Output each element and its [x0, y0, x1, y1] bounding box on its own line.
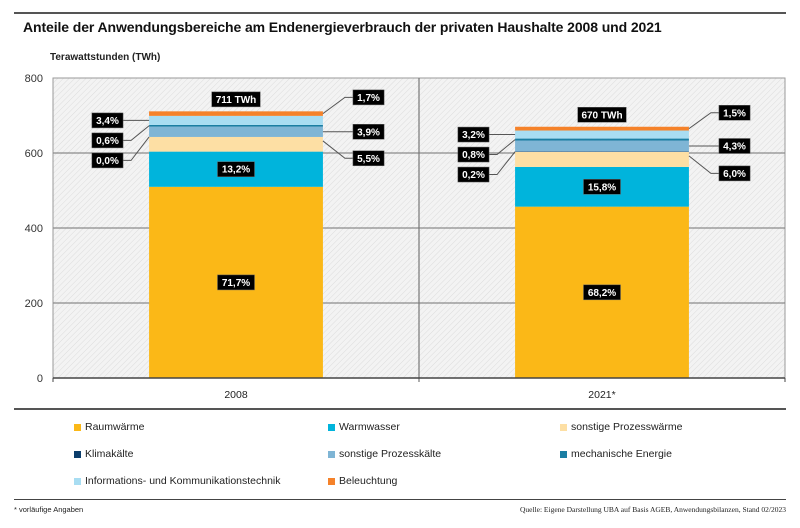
- y-tick-label: 600: [25, 148, 43, 160]
- data-label: 3,9%: [357, 127, 380, 138]
- bar-segment: [149, 124, 323, 127]
- legend-swatch: [74, 423, 81, 431]
- data-label: 3,4%: [96, 116, 119, 127]
- leader-line: [688, 155, 719, 174]
- y-tick-label: 400: [25, 223, 43, 235]
- legend-item: mechanische Energie: [560, 448, 672, 460]
- bottom-rule: [14, 499, 786, 500]
- y-tick-label: 0: [37, 373, 43, 385]
- bar-segment: [515, 126, 689, 131]
- legend-label: Klimakälte: [85, 448, 134, 460]
- data-label: 71,7%: [222, 278, 250, 289]
- data-label-bg: [352, 89, 385, 106]
- legend-label: sonstige Prozesskälte: [339, 448, 442, 460]
- bar-segment: [515, 130, 689, 139]
- data-label-bg: [457, 166, 490, 183]
- y-tick-label: 800: [25, 73, 43, 85]
- data-label-bg: [91, 152, 124, 169]
- data-label: 13,2%: [222, 165, 250, 176]
- legend-swatch: [74, 477, 81, 485]
- legend-label: Raumwärme: [85, 421, 145, 433]
- bar-segment: [149, 111, 323, 116]
- legend-top-rule: [14, 408, 786, 410]
- data-label: 3,2%: [462, 130, 485, 141]
- bar-segment: [515, 140, 689, 152]
- legend-label: mechanische Energie: [571, 448, 672, 460]
- legend-item: Raumwärme: [74, 421, 145, 433]
- legend-swatch: [328, 477, 335, 485]
- data-label-bg: [718, 165, 751, 182]
- data-label-bg: [583, 179, 621, 195]
- data-label-bg: [718, 105, 751, 121]
- chart-title: Anteile der Anwendungsbereiche am Endene…: [23, 19, 662, 35]
- data-label-bg: [457, 126, 490, 143]
- data-label: 0,0%: [96, 156, 119, 167]
- legend-item: Beleuchtung: [328, 475, 397, 487]
- source-note: Quelle: Eigene Darstellung UBA auf Basis…: [519, 505, 786, 514]
- legend-swatch: [328, 423, 335, 431]
- legend-swatch: [328, 450, 335, 458]
- leader-line: [123, 125, 150, 141]
- leader-line: [688, 112, 719, 130]
- legend-item: sonstige Prozesswärme: [560, 421, 682, 433]
- data-label: 1,5%: [723, 108, 746, 119]
- legend-label: Informations- und Kommunikationstechnik: [85, 475, 281, 487]
- data-label-bg: [718, 138, 751, 154]
- legend-label: sonstige Prozesswärme: [571, 421, 683, 433]
- data-label: 68,2%: [588, 288, 616, 299]
- bar-segment: [515, 151, 689, 167]
- bar-segment: [149, 115, 323, 125]
- data-label: 4,3%: [723, 141, 746, 152]
- leader-line: [322, 140, 353, 159]
- data-label: 0,8%: [462, 150, 485, 161]
- y-axis-label: Terawattstunden (TWh): [50, 52, 161, 63]
- total-label-bg: [211, 91, 261, 108]
- x-tick-label: 2008: [224, 389, 248, 401]
- data-label-bg: [457, 146, 490, 163]
- leader-line: [322, 96, 353, 115]
- total-label: 670 TWh: [581, 110, 622, 121]
- leader-line: [489, 139, 516, 156]
- data-label: 0,2%: [462, 170, 485, 181]
- bar-segment: [515, 138, 689, 141]
- bar-segment: [149, 126, 323, 137]
- top-rule: [14, 12, 786, 14]
- chart-canvas: 71,7% 13,2% 711 TWh 1,7% 3,9% 5,5% 3,4% 0,6% 0,0…: [25, 73, 786, 401]
- data-label-bg: [91, 132, 124, 149]
- legend-label: Warmwasser: [339, 421, 400, 433]
- data-label-bg: [217, 161, 255, 177]
- bar-segment: [149, 136, 323, 152]
- data-label-bg: [217, 274, 255, 291]
- legend-item: sonstige Prozesskälte: [328, 448, 441, 460]
- x-tick-label: 2021*: [588, 389, 615, 401]
- data-label-bg: [91, 112, 124, 129]
- data-label: 1,7%: [357, 93, 380, 104]
- leader-line: [123, 136, 150, 161]
- legend-label: Beleuchtung: [339, 475, 398, 487]
- total-label: 711 TWh: [216, 95, 257, 106]
- y-tick-label: 200: [25, 298, 43, 310]
- footnote: * vorläufige Angaben: [14, 505, 84, 514]
- data-label: 6,0%: [723, 169, 746, 180]
- legend-item: Warmwasser: [328, 421, 400, 433]
- data-label-bg: [352, 150, 385, 167]
- data-label: 5,5%: [357, 154, 380, 165]
- data-label-bg: [583, 284, 621, 301]
- leader-line: [489, 151, 516, 176]
- data-label: 0,6%: [96, 136, 119, 147]
- legend-item: Informations- und Kommunikationstechnik: [74, 475, 281, 487]
- legend-swatch: [560, 450, 567, 458]
- legend-item: Klimakälte: [74, 448, 133, 460]
- legend-swatch: [560, 423, 567, 431]
- total-label-bg: [577, 107, 627, 123]
- data-label-bg: [352, 124, 385, 140]
- legend-swatch: [74, 450, 81, 458]
- data-label: 15,8%: [588, 182, 616, 193]
